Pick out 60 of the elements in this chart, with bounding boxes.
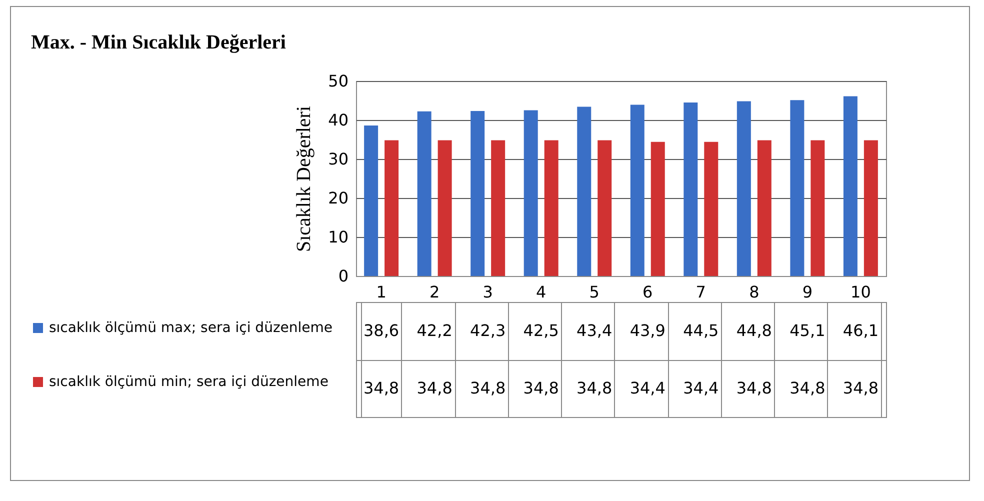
- bar: [577, 106, 592, 276]
- bar: [843, 96, 858, 276]
- legend-label: sıcaklık ölçümü max; sera içi düzenleme: [49, 320, 333, 336]
- bar: [704, 142, 718, 276]
- x-tick-label: 9: [802, 282, 813, 302]
- data-label: 34,8: [523, 378, 559, 398]
- data-label: 34,4: [630, 378, 666, 398]
- data-label: 46,1: [842, 320, 879, 340]
- bar: [417, 111, 432, 276]
- data-label: 43,4: [576, 320, 612, 340]
- data-label: 43,9: [630, 320, 666, 340]
- y-tick-label: 20: [328, 188, 348, 208]
- data-label: 45,1: [790, 320, 826, 340]
- x-tick-label: 7: [696, 282, 706, 302]
- bar: [384, 140, 399, 276]
- bar: [524, 110, 538, 276]
- bar: [364, 125, 378, 276]
- bar: [810, 140, 825, 276]
- bar: [598, 140, 612, 276]
- text: Max. - Min Sıcaklık Değerleri: [31, 32, 286, 54]
- bar: [438, 140, 452, 276]
- legend-label: sıcaklık ölçümü min; sera içi düzenleme: [49, 374, 328, 390]
- bar: [491, 140, 506, 276]
- bar: [630, 104, 644, 276]
- data-label: 34,8: [416, 378, 452, 398]
- data-label: 34,8: [842, 378, 879, 398]
- data-label: 44,8: [736, 320, 772, 340]
- bar: [736, 101, 751, 276]
- bar: [864, 140, 878, 276]
- data-label: 34,8: [736, 378, 772, 398]
- x-tick-label: 10: [850, 282, 871, 302]
- y-tick-label: 0: [338, 266, 348, 286]
- bar: [684, 102, 698, 276]
- bar: [544, 140, 558, 276]
- data-label: 34,8: [790, 378, 826, 398]
- bar: [790, 100, 804, 276]
- y-tick-label: 50: [328, 72, 348, 90]
- x-tick-label: 2: [429, 282, 440, 302]
- y-axis-title: Sıcaklık Değerleri: [293, 106, 316, 252]
- bar: [757, 140, 772, 276]
- data-label: 42,5: [523, 320, 559, 340]
- data-label: 38,6: [363, 320, 400, 340]
- bar: [470, 111, 485, 276]
- x-tick-label: 4: [536, 282, 546, 302]
- x-tick-label: 6: [642, 282, 653, 302]
- data-label: 44,5: [683, 320, 719, 340]
- data-label: 42,2: [416, 320, 452, 340]
- data-label: 34,4: [683, 378, 719, 398]
- x-tick-label: 1: [376, 282, 386, 302]
- data-label: 42,3: [470, 320, 506, 340]
- data-label: 34,8: [470, 378, 506, 398]
- x-tick-label: 8: [749, 282, 760, 302]
- data-label: 34,8: [363, 378, 400, 398]
- x-tick-label: 5: [589, 282, 600, 302]
- y-tick-label: 10: [328, 228, 348, 246]
- bar: [650, 142, 665, 276]
- data-label: 34,8: [576, 378, 612, 398]
- y-tick-label: 40: [328, 110, 348, 130]
- y-tick-label: 30: [328, 150, 348, 168]
- x-tick-label: 3: [482, 282, 493, 302]
